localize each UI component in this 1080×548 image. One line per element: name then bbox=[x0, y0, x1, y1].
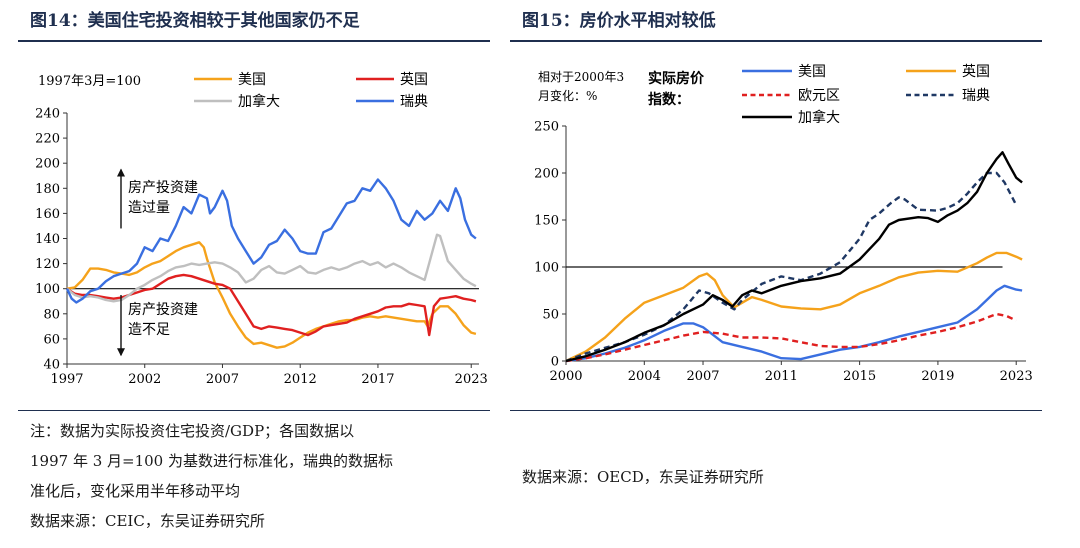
x-tick-label: 2023 bbox=[1000, 369, 1033, 384]
right-source: 数据来源：OECD，东吴证券研究所 bbox=[522, 468, 764, 486]
legend-label: 加拿大 bbox=[798, 109, 840, 126]
x-tick-label: 2015 bbox=[843, 369, 876, 384]
y-tick-label: 150 bbox=[534, 214, 559, 229]
annotation-overbuilt: 房产投资建 bbox=[128, 180, 198, 196]
x-tick-label: 2000 bbox=[549, 369, 582, 384]
left-line-chart: 1997年3月=100 40 60 80 100 120 140 160 180 200 220 24… bbox=[35, 71, 488, 387]
x-tick-label: 2002 bbox=[128, 372, 161, 387]
right-bottom-rule bbox=[510, 410, 1042, 411]
y-tick-label: 250 bbox=[534, 120, 559, 135]
series-line-2 bbox=[66, 233, 477, 303]
left-note-line-2: 1997 年 3 月=100 为基数进行标准化，瑞典的数据标 bbox=[30, 452, 393, 470]
legend-label: 欧元区 bbox=[798, 88, 840, 104]
y-tick-label: 120 bbox=[35, 257, 60, 272]
y-tick-label: 140 bbox=[35, 232, 60, 247]
y-tick-label: 160 bbox=[35, 207, 60, 222]
unit-label: 相对于2000年3 bbox=[538, 70, 624, 84]
unit-label: 1997年3月=100 bbox=[38, 74, 141, 89]
y-tick-label: 220 bbox=[35, 132, 60, 147]
series-line-3 bbox=[65, 178, 477, 304]
x-tick-label: 2007 bbox=[206, 372, 239, 387]
left-bottom-rule bbox=[18, 410, 490, 411]
x-tick-label: 2011 bbox=[765, 369, 798, 384]
y-tick-label: 50 bbox=[542, 308, 559, 323]
unit-label: 月变化：% bbox=[538, 88, 597, 103]
y-tick-label: 200 bbox=[534, 167, 559, 182]
legend-label: 美国 bbox=[798, 64, 826, 80]
y-tick-label: 180 bbox=[35, 182, 60, 197]
series-line-4 bbox=[565, 151, 1023, 363]
y-tick-label: 80 bbox=[43, 307, 60, 322]
legend-label: 瑞典 bbox=[400, 94, 428, 110]
y-tick-label: 40 bbox=[43, 358, 60, 373]
up-arrow-head bbox=[117, 168, 125, 177]
x-tick-label: 2023 bbox=[455, 372, 488, 387]
legend-label: 加拿大 bbox=[238, 93, 280, 110]
legend-label: 美国 bbox=[238, 72, 266, 88]
y-tick-label: 60 bbox=[43, 332, 60, 347]
left-title-rule bbox=[18, 40, 490, 42]
legend-label: 瑞典 bbox=[962, 88, 990, 104]
legend-title: 实际房价 bbox=[648, 70, 705, 87]
left-note-line-1: 注：数据为实际投资住宅投资/GDP；各国数据以 bbox=[30, 422, 355, 440]
right-title-rule bbox=[510, 40, 1042, 42]
y-tick-label: 200 bbox=[35, 157, 60, 172]
left-figure-title: 图14：美国住宅投资相较于其他国家仍不足 bbox=[30, 11, 360, 31]
x-tick-label: 2012 bbox=[284, 372, 317, 387]
x-tick-label: 2004 bbox=[628, 369, 661, 384]
left-footnote: 注：数据为实际投资住宅投资/GDP；各国数据以 1997 年 3 月=100 为… bbox=[30, 416, 500, 536]
annotation-underbuilt: 房产投资建 bbox=[128, 302, 198, 318]
x-tick-label: 1997 bbox=[50, 372, 83, 387]
y-tick-label: 100 bbox=[534, 261, 559, 276]
right-figure-title: 图15：房价水平相对较低 bbox=[522, 11, 716, 31]
x-tick-label: 2007 bbox=[686, 369, 719, 384]
series-line-1 bbox=[66, 273, 477, 337]
y-tick-label: 240 bbox=[35, 107, 60, 122]
left-source: 数据来源：CEIC，东吴证券研究所 bbox=[30, 512, 265, 530]
legend-label: 英国 bbox=[400, 71, 428, 88]
left-note-line-3: 准化后，变化采用半年移动平均 bbox=[30, 482, 241, 500]
series-line-0 bbox=[565, 284, 1023, 363]
series-line-1 bbox=[565, 251, 1023, 363]
annotation-underbuilt: 造不足 bbox=[128, 322, 170, 338]
x-tick-label: 2019 bbox=[921, 369, 954, 384]
series-line-3 bbox=[565, 171, 1018, 363]
series-line-0 bbox=[66, 241, 477, 349]
legend-label: 英国 bbox=[962, 63, 990, 80]
annotation-overbuilt: 造过量 bbox=[128, 200, 170, 216]
down-arrow-head bbox=[117, 348, 125, 357]
legend-title: 指数： bbox=[648, 91, 690, 108]
y-tick-label: 100 bbox=[35, 282, 60, 297]
y-tick-label: 0 bbox=[551, 355, 559, 370]
x-tick-label: 2017 bbox=[361, 372, 394, 387]
